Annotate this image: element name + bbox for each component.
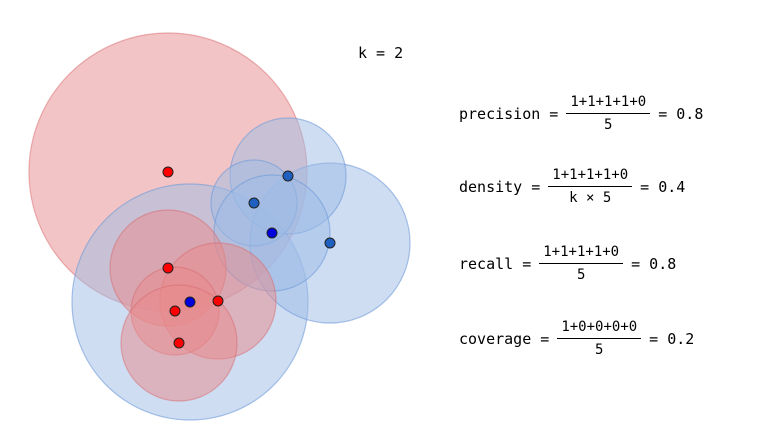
recall-formula: recall = 1+1+1+1+0 5 = 0.8 [459,244,676,283]
recall-denominator: 5 [576,267,586,283]
real-point [173,337,185,349]
coverage-result: = 0.2 [649,329,695,348]
density-name: density = [459,177,541,196]
fake-point [248,197,260,209]
density-denominator: k × 5 [569,190,612,206]
recall-result: = 0.8 [631,254,677,273]
fake-point [266,227,278,239]
precision-formula: precision = 1+1+1+1+0 5 = 0.8 [459,94,703,133]
coverage-denominator: 5 [595,342,604,358]
recall-numerator: 1+1+1+1+0 [539,244,624,264]
real-point [162,262,174,274]
density-fraction: 1+1+1+1+0 k × 5 [548,167,633,206]
precision-name: precision = [459,104,559,123]
coverage-formula: coverage = 1+0+0+0+0 5 = 0.2 [459,319,694,358]
precision-result: = 0.8 [658,104,704,123]
coverage-numerator: 1+0+0+0+0 [557,319,642,339]
fake-point [282,170,294,182]
fake-point [184,296,196,308]
recall-name: recall = [459,254,532,273]
coverage-fraction: 1+0+0+0+0 5 [557,319,642,358]
density-numerator: 1+1+1+1+0 [548,167,633,187]
real-point [212,295,224,307]
precision-denominator: 5 [604,117,613,133]
recall-fraction: 1+1+1+1+0 5 [539,244,624,283]
real-point [162,166,174,178]
precision-numerator: 1+1+1+1+0 [566,94,651,114]
density-result: = 0.4 [640,177,686,196]
coverage-name: coverage = [459,329,550,348]
precision-fraction: 1+1+1+1+0 5 [566,94,651,133]
k-value-label: k = 2 [358,44,404,62]
fake-point [324,237,336,249]
density-formula: density = 1+1+1+1+0 k × 5 = 0.4 [459,167,685,206]
real-point [169,305,181,317]
